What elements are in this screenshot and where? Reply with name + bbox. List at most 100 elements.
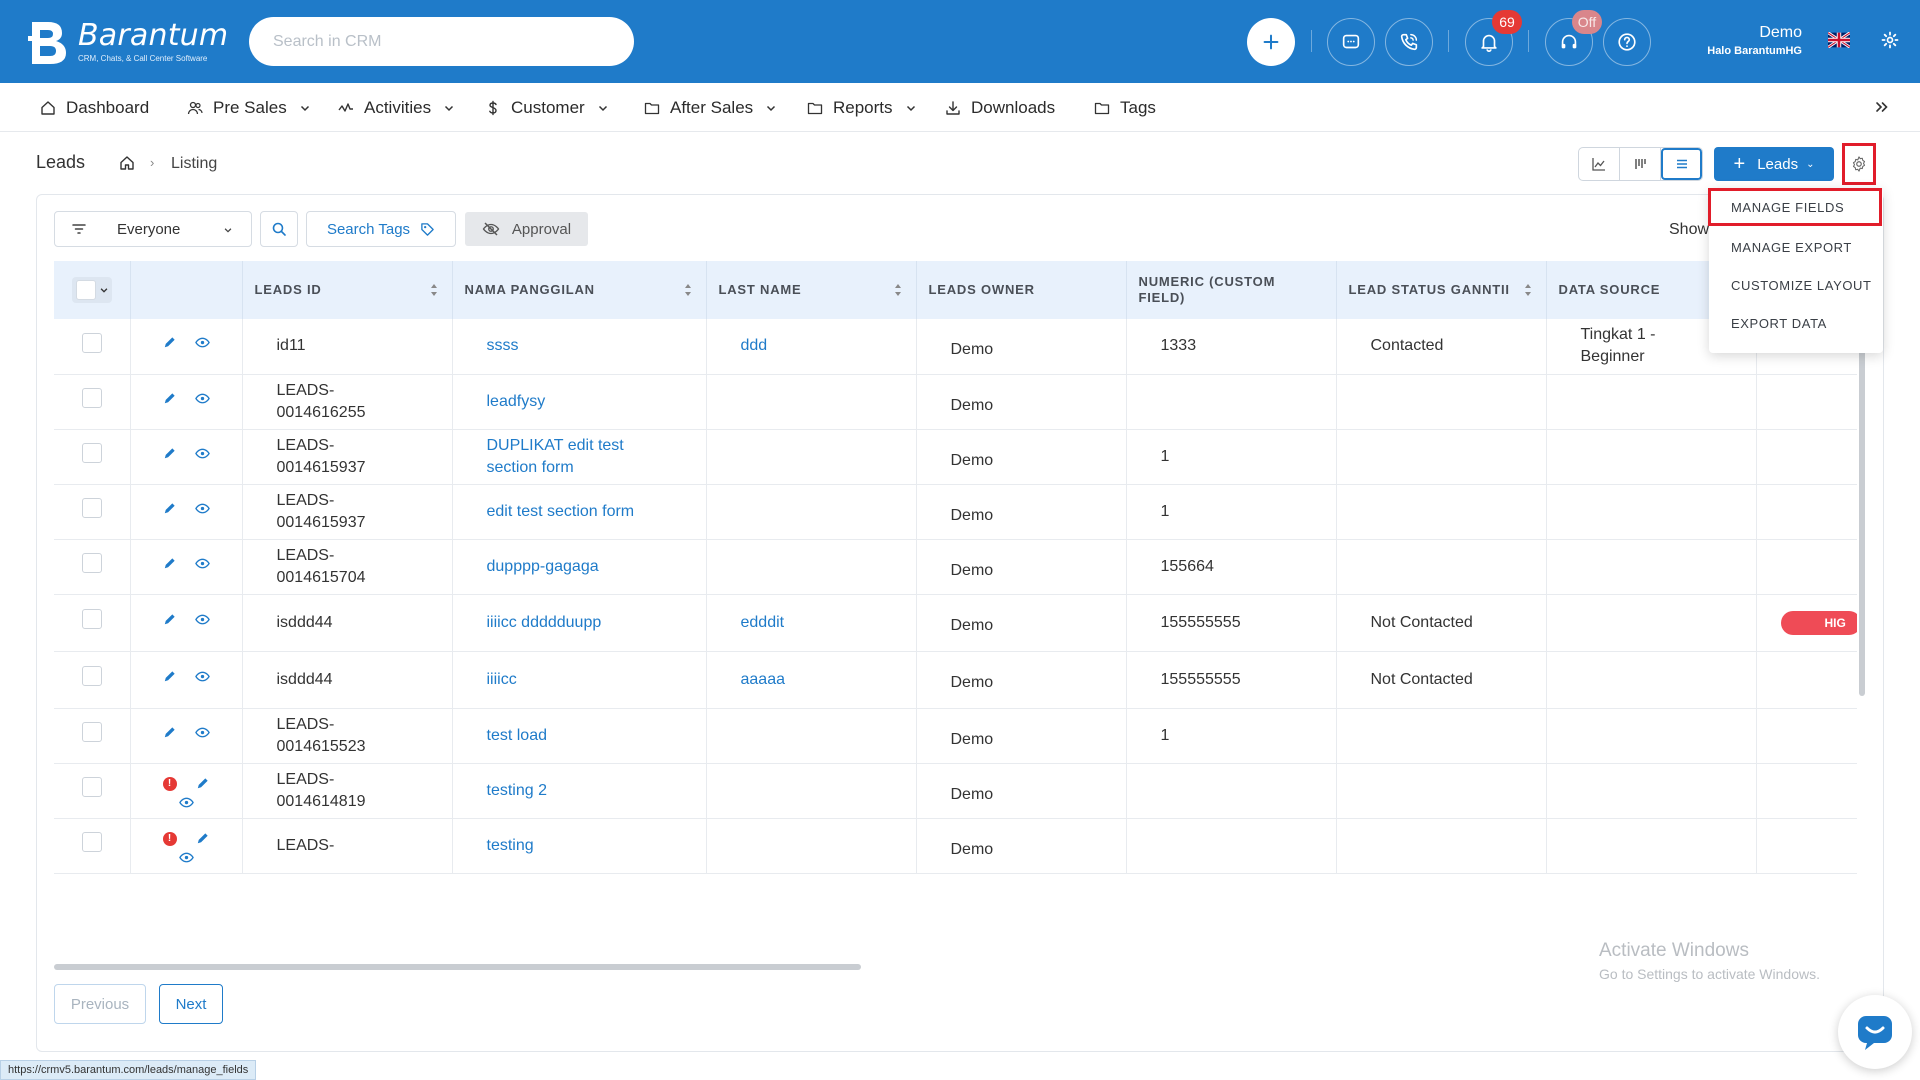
search-button[interactable] — [260, 211, 298, 247]
table-row[interactable]: LEADS-0014615704 dupppp-gagaga Demo 155664 — [54, 539, 1857, 595]
nav-downloads[interactable]: Downloads — [945, 83, 1055, 132]
view-icon[interactable] — [195, 725, 210, 740]
double-chevron-right-icon[interactable] — [1874, 99, 1890, 115]
nama-panggilan-link[interactable]: test load — [452, 708, 707, 764]
edit-icon[interactable] — [162, 669, 177, 684]
row-checkbox[interactable] — [81, 832, 102, 852]
nama-panggilan-link[interactable]: iiiicc — [452, 651, 707, 709]
column-header-leads-id[interactable]: LEADS ID — [242, 261, 453, 319]
last-name-link[interactable]: edddit — [706, 594, 917, 652]
nav-pre-sales[interactable]: Pre Sales — [187, 83, 311, 132]
last-name-link[interactable] — [706, 708, 917, 764]
info-icon[interactable]: ! — [162, 831, 177, 846]
list-settings-button[interactable] — [1842, 143, 1876, 185]
row-checkbox[interactable] — [81, 553, 102, 573]
vertical-scrollbar[interactable] — [1859, 334, 1865, 696]
last-name-link[interactable] — [706, 429, 917, 485]
home-icon[interactable] — [119, 155, 135, 171]
last-name-link[interactable] — [706, 374, 917, 430]
nama-panggilan-link[interactable]: dupppp-gagaga — [452, 539, 707, 595]
gear-icon[interactable] — [1880, 30, 1900, 50]
table-row[interactable]: LEADS-0014615937 edit test section form De… — [54, 484, 1857, 540]
last-name-link[interactable] — [706, 484, 917, 540]
view-icon[interactable] — [195, 446, 210, 461]
last-name-link[interactable] — [706, 539, 917, 595]
owner-filter-select[interactable]: Everyone — [54, 211, 252, 247]
nama-panggilan-link[interactable]: testing 2 — [452, 763, 707, 819]
last-name-link[interactable]: aaaaa — [706, 651, 917, 709]
row-checkbox[interactable] — [81, 609, 102, 629]
call-status-button[interactable]: Off — [1545, 10, 1602, 66]
edit-icon[interactable] — [162, 391, 177, 406]
column-header-last-name[interactable]: LAST NAME — [706, 261, 917, 319]
nama-panggilan-link[interactable]: leadfysy — [452, 374, 707, 430]
nama-panggilan-link[interactable]: edit test section form — [452, 484, 707, 540]
nama-panggilan-link[interactable]: DUPLIKAT edit test section form — [452, 429, 707, 485]
horizontal-scrollbar[interactable] — [54, 964, 861, 970]
help-button[interactable] — [1603, 18, 1651, 66]
table-row[interactable]: LEADS-0014615937 DUPLIKAT edit test secti… — [54, 429, 1857, 485]
view-icon[interactable] — [195, 501, 210, 516]
user-profile[interactable]: Demo Halo BarantumHG — [1707, 24, 1802, 57]
column-header-numeric[interactable]: NUMERIC (CUSTOM FIELD) — [1126, 261, 1337, 319]
notifications-button[interactable]: 69 — [1465, 10, 1522, 66]
edit-icon[interactable] — [162, 446, 177, 461]
chart-view-button[interactable] — [1579, 148, 1620, 180]
uk-flag-icon[interactable] — [1828, 32, 1850, 48]
column-header-nama-panggilan[interactable]: NAMA PANGGILAN — [452, 261, 707, 319]
quick-add-button[interactable] — [1247, 18, 1295, 66]
chat-button[interactable] — [1327, 18, 1375, 66]
row-checkbox[interactable] — [81, 722, 102, 742]
menu-item-customize-layout[interactable]: CUSTOMIZE LAYOUT — [1731, 277, 1872, 293]
edit-icon[interactable] — [162, 556, 177, 571]
view-icon[interactable] — [195, 556, 210, 571]
view-icon[interactable] — [178, 850, 194, 865]
leads-table-container[interactable]: LEADS ID NAMA PANGGILAN LAST NAME LEADS … — [54, 261, 1857, 963]
table-row[interactable]: LEADS-0014615523 test load Demo 1 — [54, 708, 1857, 764]
add-leads-button[interactable]: + Leads ⌄ — [1714, 147, 1834, 181]
edit-icon[interactable] — [162, 725, 177, 740]
view-icon[interactable] — [195, 669, 210, 684]
view-icon[interactable] — [195, 612, 210, 627]
info-icon[interactable]: ! — [162, 776, 177, 791]
nama-panggilan-link[interactable]: iiiicc ddddduupp — [452, 594, 707, 652]
last-name-link[interactable] — [706, 818, 917, 874]
nav-dashboard[interactable]: Dashboard — [40, 83, 149, 132]
view-icon[interactable] — [195, 335, 210, 350]
next-page-button[interactable]: Next — [159, 984, 223, 1024]
row-checkbox[interactable] — [81, 498, 102, 518]
list-view-button[interactable] — [1661, 148, 1702, 180]
nav-reports[interactable]: Reports — [807, 83, 917, 132]
table-row[interactable]: isddd44 iiiicc ddddduupp edddit Demo 1555555… — [54, 594, 1857, 652]
select-all-checkbox[interactable] — [71, 276, 112, 303]
row-checkbox[interactable] — [81, 777, 102, 797]
edit-icon[interactable] — [162, 335, 177, 350]
row-checkbox[interactable] — [81, 332, 102, 353]
menu-item-export-data[interactable]: EXPORT DATA — [1731, 315, 1827, 331]
edit-icon[interactable] — [162, 501, 177, 516]
nav-tags[interactable]: Tags — [1094, 83, 1156, 132]
last-name-link[interactable] — [706, 763, 917, 819]
nav-customer[interactable]: Customer — [485, 83, 609, 132]
call-button[interactable] — [1385, 18, 1433, 66]
nama-panggilan-link[interactable]: ssss — [452, 319, 707, 375]
menu-item-manage-export[interactable]: MANAGE EXPORT — [1731, 239, 1852, 255]
edit-icon[interactable] — [195, 776, 210, 791]
view-icon[interactable] — [195, 391, 210, 406]
table-row[interactable]: isddd44 iiiicc aaaaa Demo 155555555 Not Conta… — [54, 651, 1857, 709]
table-row[interactable]: ! LEADS-testing Demo — [54, 818, 1857, 874]
table-row[interactable]: LEADS-0014616255 leadfysy Demo — [54, 374, 1857, 430]
column-header-lead-status[interactable]: LEAD STATUS GANNTII — [1336, 261, 1547, 319]
column-header-leads-owner[interactable]: LEADS OWNER — [916, 261, 1127, 319]
row-checkbox[interactable] — [81, 388, 102, 408]
approval-button[interactable]: Approval — [465, 212, 588, 246]
row-checkbox[interactable] — [81, 666, 102, 686]
previous-page-button[interactable]: Previous — [54, 984, 146, 1024]
table-row[interactable]: ! LEADS-0014614819 testing 2 Demo — [54, 763, 1857, 819]
view-icon[interactable] — [178, 795, 194, 810]
nav-activities[interactable]: Activities — [338, 83, 455, 132]
edit-icon[interactable] — [195, 831, 210, 846]
crm-search-input[interactable] — [249, 17, 634, 66]
nav-after-sales[interactable]: After Sales — [644, 83, 777, 132]
kanban-view-button[interactable] — [1620, 148, 1661, 180]
